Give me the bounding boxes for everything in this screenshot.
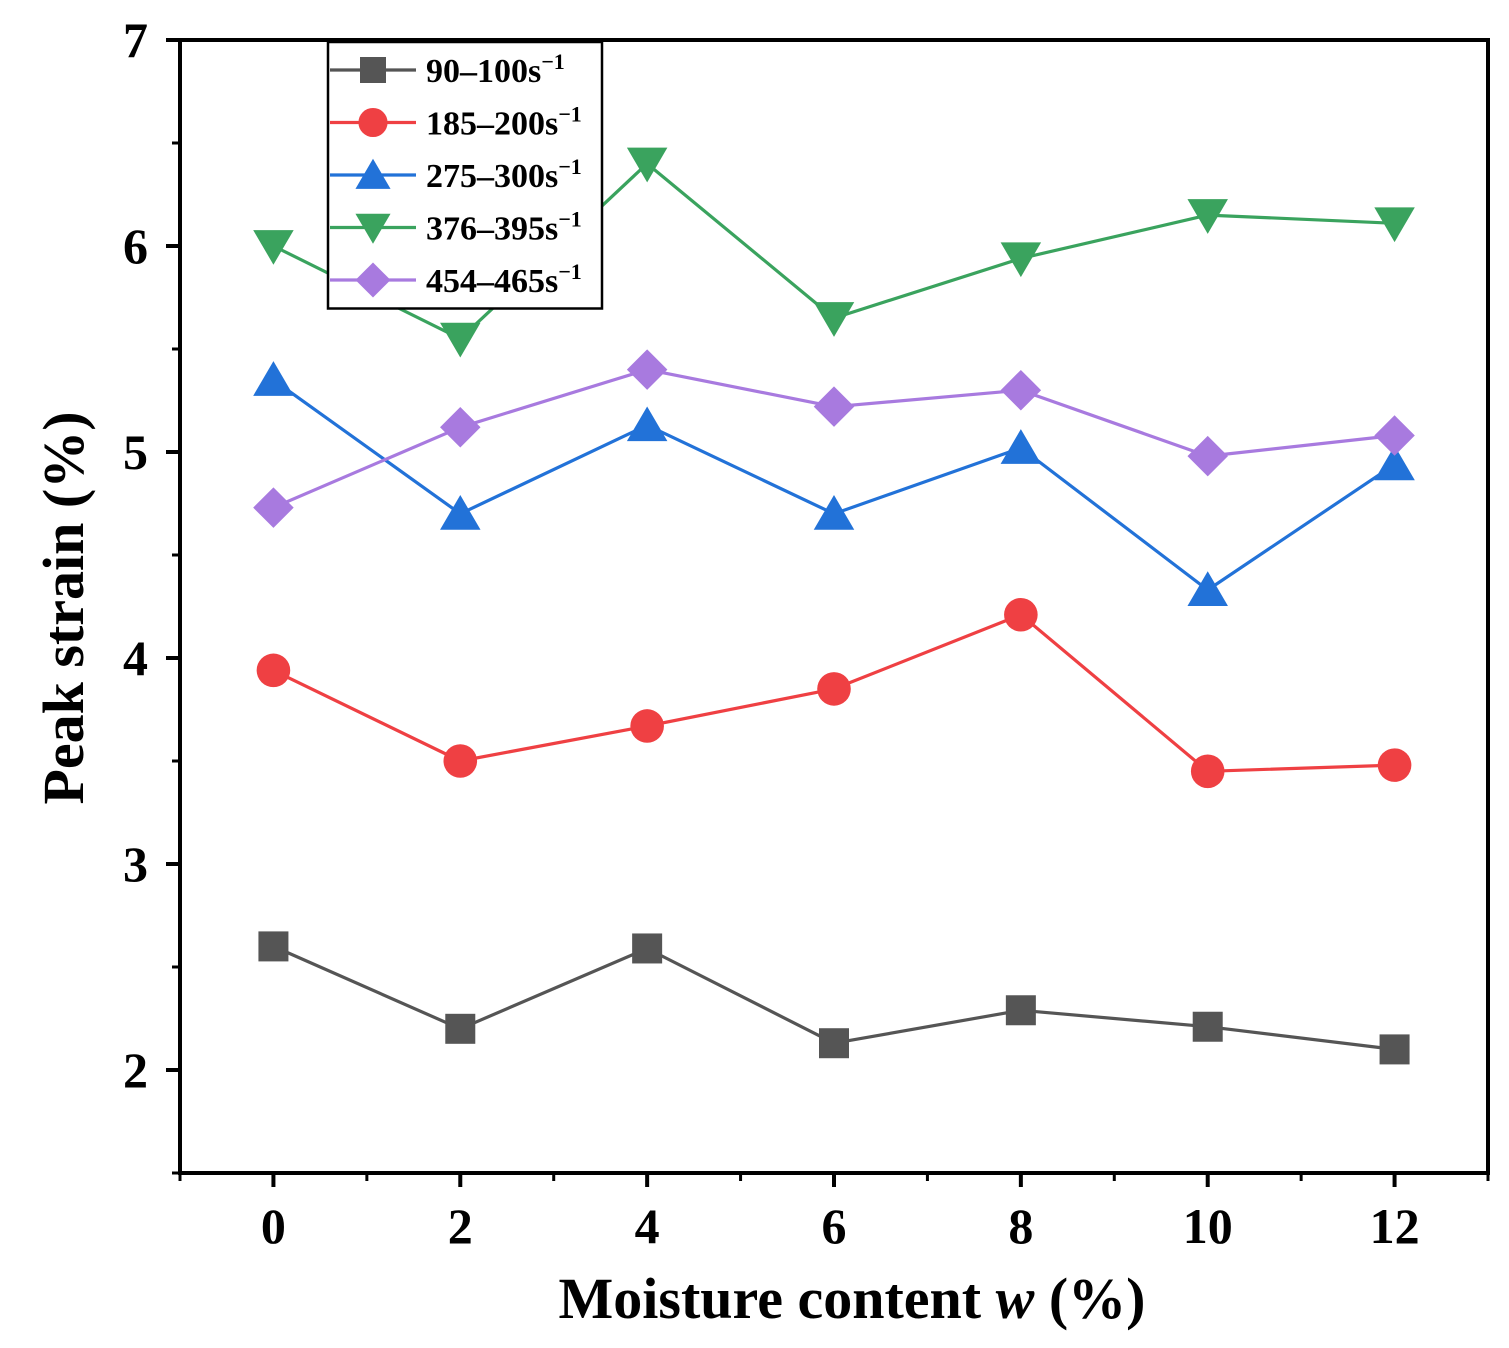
data-point <box>1374 415 1415 456</box>
legend-marker <box>355 213 391 244</box>
series-4 <box>253 147 1415 358</box>
data-point <box>632 933 663 964</box>
x-tick-label: 6 <box>822 1198 847 1254</box>
data-point <box>813 386 855 427</box>
legend-label-text: 90–100s <box>426 53 541 90</box>
legend-item-1: 90–100s−1 <box>330 49 565 90</box>
data-point <box>253 487 294 528</box>
y-tick-label: 3 <box>123 836 148 892</box>
legend-label-exponent: −1 <box>541 49 565 74</box>
x-tick-label: 12 <box>1370 1198 1420 1254</box>
x-tick-label: 10 <box>1183 1198 1233 1254</box>
x-tick-label: 2 <box>448 1198 473 1254</box>
series-5 <box>253 349 1415 528</box>
data-point <box>1004 597 1038 632</box>
series-layer <box>253 147 1415 1065</box>
legend-label-text: 454–465s <box>426 263 558 300</box>
legend-label: 275–300s−1 <box>426 154 582 195</box>
legend-label: 454–465s−1 <box>426 259 582 300</box>
data-point <box>440 407 481 448</box>
legend-marker <box>360 57 386 83</box>
legend-item-3: 275–300s−1 <box>330 154 582 195</box>
data-point <box>813 302 855 337</box>
data-point <box>1374 207 1415 243</box>
data-point <box>440 322 481 358</box>
series-1 <box>258 931 1410 1065</box>
y-tick-label: 4 <box>123 630 148 686</box>
y-tick-label: 5 <box>123 424 148 480</box>
x-tick-label: 4 <box>635 1198 660 1254</box>
data-point <box>1377 748 1412 782</box>
legend-label-text: 275–300s <box>426 158 558 195</box>
x-tick-label: 8 <box>1008 1198 1033 1254</box>
data-point <box>443 744 478 778</box>
data-point <box>256 653 291 688</box>
x-axis-title-main: Moisture content <box>559 1266 996 1331</box>
series-3 <box>253 361 1415 606</box>
x-axis-title-unit: (%) <box>1034 1266 1145 1331</box>
data-point <box>1374 445 1415 481</box>
legend-label-text: 185–200s <box>426 106 558 143</box>
legend-item-5: 454–465s−1 <box>330 259 582 300</box>
data-point <box>1000 369 1042 411</box>
data-point <box>1379 1034 1410 1065</box>
y-tick-label: 6 <box>123 218 148 274</box>
legend-marker <box>355 262 391 298</box>
x-axis-title: Moisture content w (%) <box>559 1266 1146 1331</box>
data-point <box>445 1013 476 1044</box>
legend-label: 376–395s−1 <box>426 207 582 248</box>
data-point <box>817 672 851 706</box>
legend-label-exponent: −1 <box>558 259 582 284</box>
data-point <box>813 495 855 530</box>
x-tick-label: 0 <box>261 1198 286 1254</box>
legend-marker <box>358 107 388 138</box>
data-point <box>258 931 289 962</box>
legend-label-exponent: −1 <box>558 102 582 127</box>
legend-label: 90–100s−1 <box>426 49 565 90</box>
data-point <box>1187 571 1228 606</box>
data-point <box>626 406 668 442</box>
data-point <box>1190 754 1225 789</box>
legend-label-text: 376–395s <box>426 211 558 248</box>
data-point <box>253 230 294 265</box>
legend-label: 185–200s−1 <box>426 102 582 143</box>
legend: 90–100s−1185–200s−1275–300s−1376–395s−14… <box>326 40 604 310</box>
legend-item-2: 185–200s−1 <box>330 102 582 143</box>
data-point <box>626 349 668 390</box>
data-point <box>626 147 668 183</box>
legend-marker <box>355 158 391 189</box>
data-point <box>1187 199 1228 234</box>
data-point <box>253 361 294 396</box>
x-axis-title-variable: w <box>996 1266 1035 1331</box>
axes-layer: 0 2 4 6 8 10 12 2 3 4 5 6 7 <box>123 12 1490 1254</box>
legend-item-4: 376–395s−1 <box>330 207 582 248</box>
data-point <box>1192 1011 1223 1042</box>
data-point <box>630 709 664 743</box>
series-2 <box>256 597 1412 789</box>
data-point <box>1000 242 1042 278</box>
y-tick-label: 2 <box>123 1042 148 1098</box>
data-point <box>440 495 481 530</box>
data-point <box>1000 429 1042 464</box>
data-point <box>1187 435 1228 477</box>
data-point <box>1005 995 1036 1026</box>
y-axis-title: Peak strain (%) <box>31 411 96 804</box>
legend-label-exponent: −1 <box>558 154 582 179</box>
legend-label-exponent: −1 <box>558 207 582 232</box>
data-point <box>819 1028 849 1059</box>
y-tick-label: 7 <box>123 12 148 68</box>
